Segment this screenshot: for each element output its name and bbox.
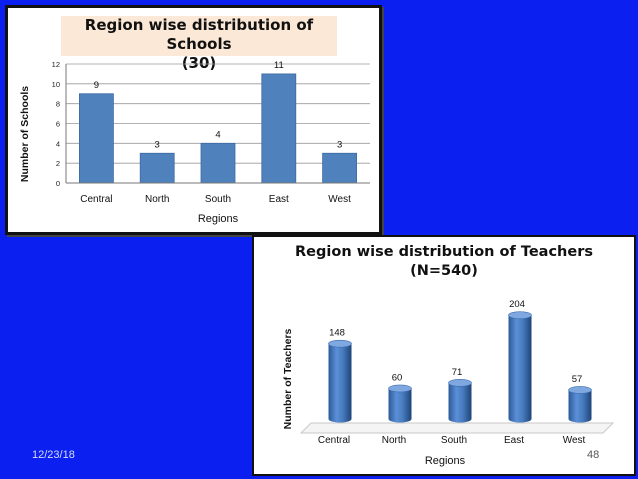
schools-bar-east	[261, 73, 297, 184]
teachers-chart-subtitle: (N=540)	[410, 263, 478, 279]
slide-page-number: 48	[587, 449, 600, 461]
teachers-3d-floor	[299, 422, 615, 434]
teachers-bar-west	[568, 386, 592, 423]
teachers-data-label: 71	[452, 367, 463, 378]
schools-y-tick-label: 12	[52, 60, 60, 69]
schools-data-label: 4	[215, 129, 220, 140]
teachers-category-label: South	[441, 435, 467, 446]
schools-bar-north	[139, 152, 175, 184]
schools-y-tick-label: 6	[56, 120, 60, 129]
schools-category-label: West	[328, 194, 351, 205]
teachers-chart-title: Region wise distribution of Teachers	[295, 244, 593, 260]
schools-chart-title-box: Region wise distribution of Schools (30)	[61, 16, 337, 72]
schools-chart-svg: 0 2 4 6 8 10 12 9 3 4 11 3 Central North South East We…	[19, 60, 370, 225]
teachers-data-label: 148	[329, 328, 345, 339]
teachers-y-axis-label: Number of Teachers	[282, 328, 294, 429]
schools-category-label: Central	[80, 194, 112, 205]
schools-y-tick-label: 8	[56, 100, 60, 109]
schools-data-label: 11	[274, 60, 284, 71]
teachers-data-label: 204	[509, 299, 525, 310]
schools-bar-west	[322, 152, 358, 184]
teachers-bar-central	[328, 339, 352, 423]
schools-category-label: North	[145, 194, 169, 205]
teachers-category-label: North	[382, 435, 406, 446]
schools-chart-title: Region wise distribution of Schools	[84, 16, 314, 53]
schools-chart-subtitle: (30)	[181, 54, 217, 72]
teachers-category-label: West	[563, 435, 586, 446]
schools-y-tick-label: 2	[56, 159, 60, 168]
schools-category-label: East	[269, 194, 289, 205]
schools-chart-panel: Region wise distribution of Schools (30)…	[5, 5, 382, 235]
schools-y-tick-label: 10	[52, 80, 60, 89]
teachers-category-label: Central	[318, 435, 350, 446]
schools-data-label: 3	[337, 139, 342, 150]
teachers-x-axis-label: Regions	[425, 455, 466, 467]
teachers-chart-svg: 148 60 71 204 57 Central North South East West N…	[282, 299, 615, 467]
schools-category-label: South	[205, 194, 231, 205]
schools-bar-central	[79, 93, 114, 184]
teachers-chart-title-box: Region wise distribution of Teachers (N=…	[274, 243, 614, 281]
teachers-data-label: 57	[572, 374, 583, 385]
schools-y-tick-label: 0	[56, 179, 60, 188]
schools-x-axis-label: Regions	[198, 213, 239, 225]
schools-bar-south	[200, 142, 236, 184]
teachers-bar-north	[388, 384, 412, 423]
teachers-data-label: 60	[392, 372, 403, 383]
teachers-category-label: East	[504, 435, 524, 446]
schools-data-label: 3	[155, 139, 160, 150]
teachers-bar-south	[448, 379, 472, 423]
schools-y-tick-label: 4	[56, 139, 60, 148]
schools-y-axis-label: Number of Schools	[19, 86, 31, 182]
teachers-bar-east	[508, 311, 532, 423]
teachers-chart-panel: Region wise distribution of Teachers (N=…	[252, 235, 636, 476]
schools-data-label: 9	[94, 80, 99, 91]
slide-date: 12/23/18	[32, 449, 75, 461]
